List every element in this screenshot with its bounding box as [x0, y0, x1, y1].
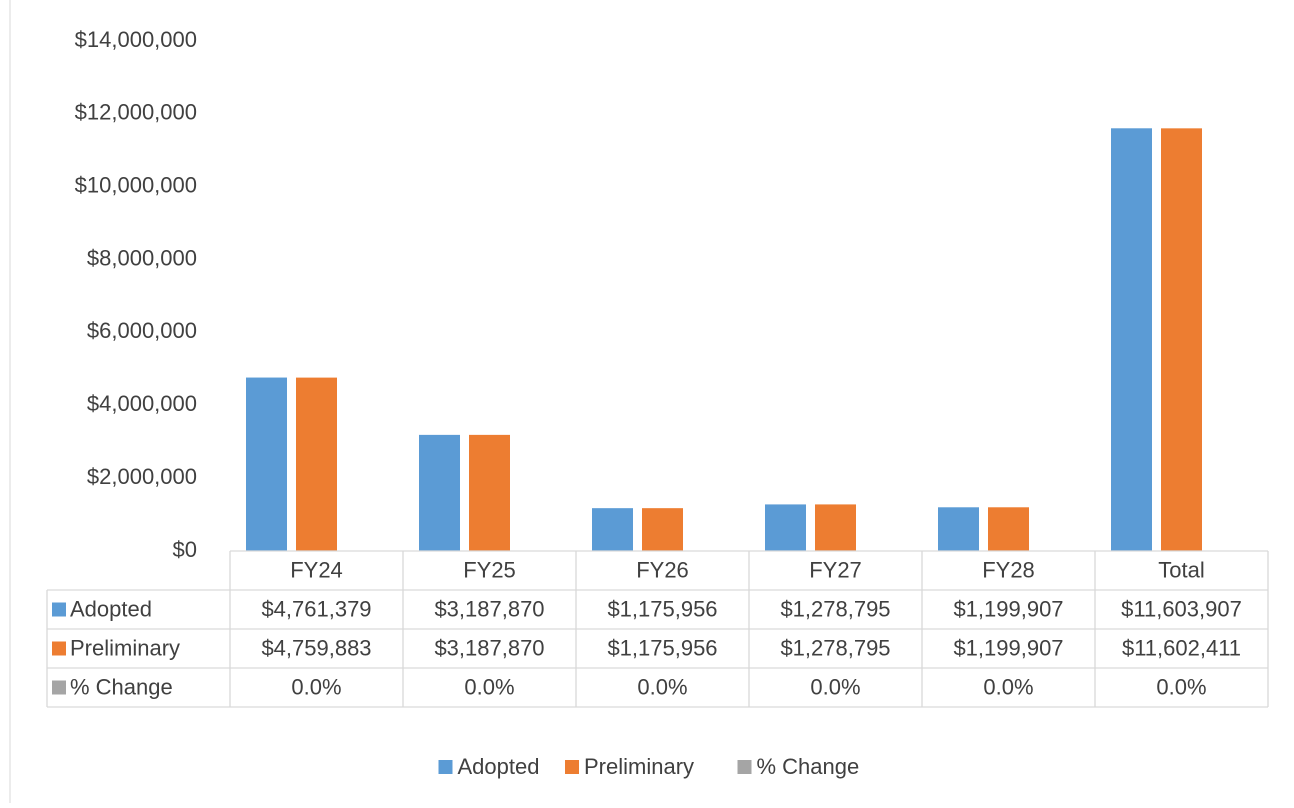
bar — [765, 504, 806, 551]
y-tick-label: $10,000,000 — [75, 173, 197, 198]
bar — [246, 377, 287, 551]
x-tick-label: FY25 — [463, 557, 516, 582]
table-cell: $11,602,411 — [1122, 635, 1241, 660]
table-cell: 0.0% — [1156, 674, 1206, 699]
bar — [469, 434, 510, 551]
table-cell: $4,761,379 — [261, 596, 371, 621]
table-row-label: Adopted — [70, 596, 152, 621]
chart-border — [9, 0, 1294, 808]
x-tick-label: FY24 — [290, 557, 343, 582]
legend-swatch — [565, 760, 579, 774]
bar — [1161, 128, 1202, 551]
y-tick-label: $14,000,000 — [75, 27, 197, 52]
bar — [815, 504, 856, 551]
table-cell: $11,603,907 — [1121, 596, 1242, 621]
x-tick-label: FY28 — [982, 557, 1035, 582]
x-tick-label: FY27 — [809, 557, 862, 582]
y-tick-label: $12,000,000 — [75, 100, 197, 125]
y-tick-label: $6,000,000 — [87, 318, 197, 343]
bar — [642, 508, 683, 551]
table-cell: 0.0% — [983, 674, 1033, 699]
bar — [988, 507, 1029, 551]
table-cell: $1,199,907 — [953, 635, 1063, 660]
bar — [938, 507, 979, 551]
table-cell: 0.0% — [637, 674, 687, 699]
legend-label: Adopted — [458, 754, 540, 779]
table-row-label: Preliminary — [70, 635, 180, 660]
table-cell: $1,175,956 — [607, 635, 717, 660]
y-tick-label: $0 — [173, 537, 197, 562]
bar — [419, 434, 460, 551]
y-tick-label: $4,000,000 — [87, 391, 197, 416]
table-cell: $4,759,883 — [261, 635, 371, 660]
bar — [592, 508, 633, 551]
y-tick-label: $8,000,000 — [87, 245, 197, 270]
table-key — [52, 602, 66, 617]
legend-label: % Change — [757, 754, 860, 779]
table-cell: $3,187,870 — [434, 635, 544, 660]
table-cell: 0.0% — [810, 674, 860, 699]
table-cell: $1,175,956 — [607, 596, 717, 621]
table-cell: $1,278,795 — [780, 635, 890, 660]
x-tick-label: FY26 — [636, 557, 689, 582]
legend-swatch — [438, 760, 453, 774]
table-cell: 0.0% — [291, 674, 341, 699]
table-cell: 0.0% — [464, 674, 514, 699]
legend-swatch — [737, 760, 752, 774]
table-cell: $1,278,795 — [780, 596, 890, 621]
table-cell: $1,199,907 — [953, 596, 1063, 621]
bar — [1111, 128, 1152, 551]
bar — [296, 377, 337, 551]
table-row-label: % Change — [70, 674, 173, 699]
x-tick-label: Total — [1158, 557, 1204, 582]
legend-label: Preliminary — [584, 754, 694, 779]
table-key — [52, 680, 66, 695]
y-tick-label: $2,000,000 — [87, 464, 197, 489]
table-key — [52, 641, 66, 656]
table-cell: $3,187,870 — [434, 596, 544, 621]
